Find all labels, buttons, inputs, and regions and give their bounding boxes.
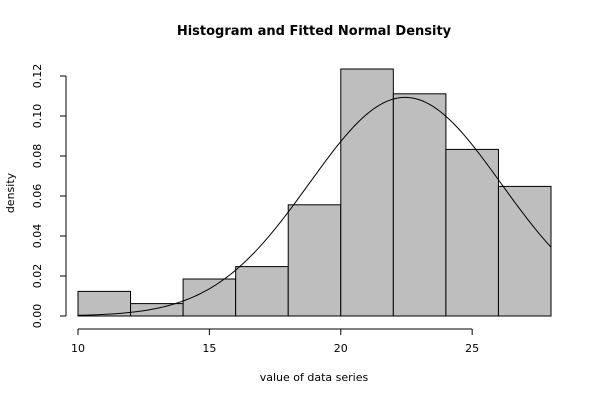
- x-axis-label: value of data series: [260, 371, 369, 384]
- fitted-normal-density-curve: [77, 96, 552, 316]
- x-tick-label: 20: [334, 342, 348, 355]
- histogram-bar-2: [130, 303, 184, 317]
- y-axis: 0.00 0.02 0.04 0.06 0.08 0.10 0.12: [31, 64, 67, 329]
- chart-title: Histogram and Fitted Normal Density: [177, 24, 452, 39]
- x-axis: 10 15 20 25: [71, 328, 479, 355]
- y-tick-label: 0.04: [31, 224, 44, 249]
- y-tick-label: 0.02: [31, 264, 44, 289]
- y-tick-label: 0.00: [31, 304, 44, 329]
- y-tick-label: 0.12: [31, 64, 44, 89]
- x-tick-label: 25: [465, 342, 479, 355]
- histogram-bar-8: [445, 148, 499, 317]
- histogram-bar-5: [287, 204, 342, 317]
- histogram-bar-9: [497, 185, 552, 317]
- y-tick-label: 0.10: [31, 104, 44, 129]
- x-tick-label: 15: [202, 342, 216, 355]
- y-tick-label: 0.08: [31, 144, 44, 169]
- histogram-bar-4: [235, 266, 289, 317]
- histogram-bar-1: [77, 290, 132, 317]
- histogram-bar-6: [340, 68, 394, 317]
- y-axis-label: density: [4, 172, 17, 213]
- y-tick-label: 0.06: [31, 184, 44, 209]
- histogram-bar-7: [392, 93, 447, 317]
- histogram-bars: [77, 68, 552, 317]
- x-tick-label: 10: [71, 342, 85, 355]
